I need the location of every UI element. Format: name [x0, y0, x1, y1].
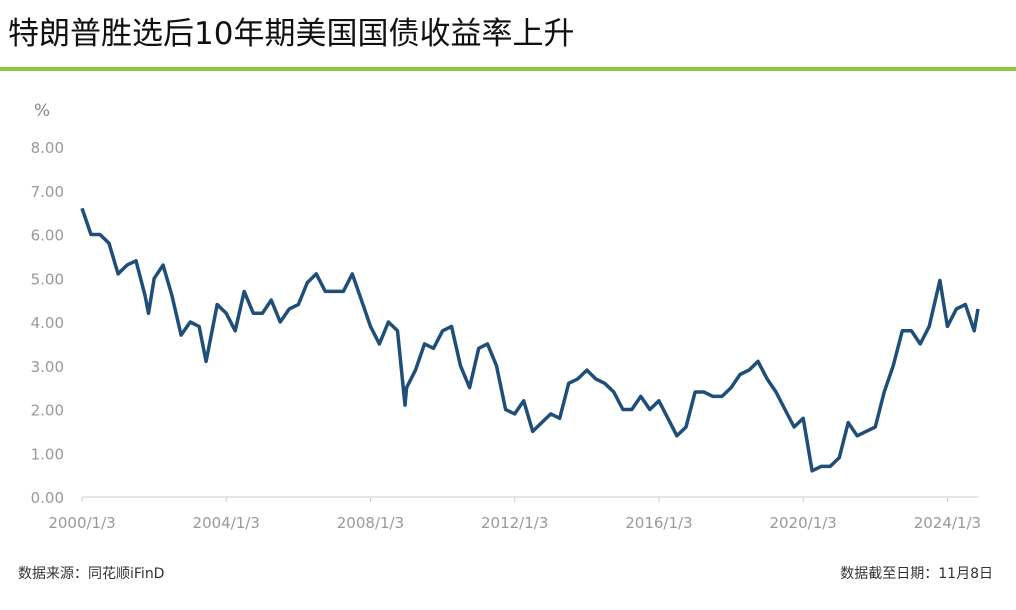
x-tick-label: 2000/1/3 — [48, 514, 115, 532]
x-tick-label: 2016/1/3 — [625, 514, 692, 532]
chart-title: 特朗普胜选后10年期美国国债收益率上升 — [8, 16, 574, 52]
y-tick-label: 2.00 — [31, 402, 64, 420]
y-tick-label: 7.00 — [31, 183, 64, 201]
cutoff-note: 数据截至日期：11月8日 — [840, 566, 993, 582]
y-tick-label: 6.00 — [31, 227, 64, 245]
x-tick-label: 2008/1/3 — [337, 514, 404, 532]
y-tick-label: 8.00 — [31, 139, 64, 157]
y-unit: % — [34, 101, 50, 121]
x-tick-label: 2012/1/3 — [481, 514, 548, 532]
y-tick-label: 1.00 — [31, 445, 64, 463]
y-tick-label: 5.00 — [31, 270, 64, 288]
x-tick-label: 2020/1/3 — [769, 514, 836, 532]
title-rule — [0, 67, 1016, 71]
source-note: 数据来源：同花顺iFinD — [18, 566, 164, 582]
x-tick-label: 2004/1/3 — [193, 514, 260, 532]
y-tick-label: 3.00 — [31, 358, 64, 376]
x-tick-label: 2024/1/3 — [914, 514, 981, 532]
y-tick-label: 0.00 — [31, 489, 64, 507]
y-tick-label: 4.00 — [31, 314, 64, 332]
line-series — [80, 207, 980, 473]
